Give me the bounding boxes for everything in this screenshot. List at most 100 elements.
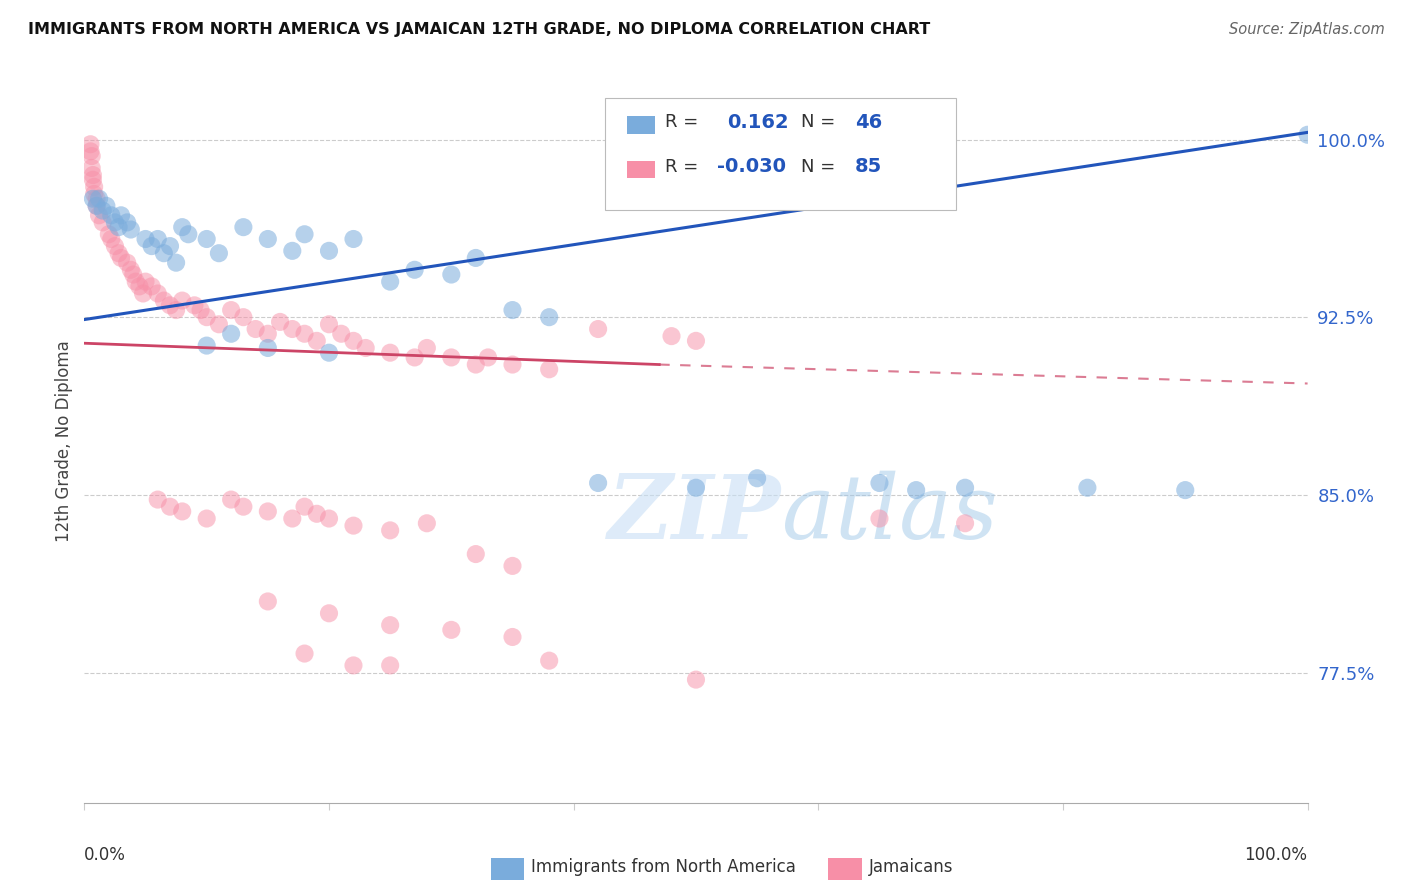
Point [86, 199, 108, 213]
Point [80, 149, 103, 163]
Point [86, 199, 108, 213]
Text: Source: ZipAtlas.com: Source: ZipAtlas.com [1229, 22, 1385, 37]
Point [294, 227, 316, 242]
Text: Jamaicans: Jamaicans [869, 858, 953, 876]
Point [318, 511, 340, 525]
Point [120, 222, 142, 236]
Point [281, 244, 304, 258]
Point [257, 341, 280, 355]
Point [177, 227, 200, 242]
Point [135, 232, 157, 246]
Text: -0.030: -0.030 [717, 157, 786, 177]
Point [146, 232, 169, 246]
Point [502, 630, 524, 644]
Point [685, 481, 707, 495]
Point [318, 244, 340, 258]
Point [416, 516, 439, 531]
Text: 46: 46 [855, 112, 882, 132]
Point [100, 208, 122, 222]
Point [502, 558, 524, 573]
Point [502, 303, 524, 318]
Point [153, 246, 176, 260]
Point [96, 199, 118, 213]
Text: R =: R = [665, 113, 699, 131]
Point [330, 326, 353, 341]
Point [122, 268, 145, 282]
Point [404, 262, 426, 277]
Point [80, 161, 103, 175]
Point [208, 318, 231, 332]
Y-axis label: 12th Grade, No Diploma: 12th Grade, No Diploma [55, 341, 73, 542]
Point [195, 310, 218, 325]
Point [110, 251, 132, 265]
Point [477, 351, 499, 365]
Point [153, 293, 176, 308]
Point [87, 208, 110, 222]
Point [146, 492, 169, 507]
Text: 85: 85 [855, 157, 882, 177]
Point [107, 246, 129, 260]
Point [1174, 483, 1197, 497]
Point [294, 647, 316, 661]
Point [380, 618, 402, 632]
Text: ZIP: ZIP [609, 471, 782, 557]
Point [685, 673, 707, 687]
Point [83, 180, 105, 194]
Point [159, 239, 181, 253]
Point [165, 255, 187, 269]
Point [232, 220, 254, 235]
Point [135, 275, 157, 289]
Point [91, 203, 114, 218]
Point [294, 500, 316, 514]
Point [586, 322, 609, 336]
Point [318, 318, 340, 332]
Point [87, 192, 110, 206]
Point [91, 215, 114, 229]
Text: IMMIGRANTS FROM NORTH AMERICA VS JAMAICAN 12TH GRADE, NO DIPLOMA CORRELATION CHA: IMMIGRANTS FROM NORTH AMERICA VS JAMAICA… [28, 22, 931, 37]
Point [538, 654, 561, 668]
Point [195, 232, 218, 246]
Point [183, 298, 205, 312]
Point [104, 215, 127, 229]
Point [953, 516, 976, 531]
Point [953, 481, 976, 495]
Point [232, 500, 254, 514]
Point [342, 232, 364, 246]
Point [128, 279, 150, 293]
Point [219, 303, 242, 318]
Point [661, 329, 683, 343]
Point [440, 623, 463, 637]
Point [354, 341, 377, 355]
Point [1076, 481, 1098, 495]
Point [97, 227, 120, 242]
Point [404, 351, 426, 365]
Point [104, 239, 127, 253]
Point [79, 137, 101, 152]
Point [538, 310, 561, 325]
Point [464, 547, 486, 561]
Point [257, 504, 280, 518]
Point [538, 362, 561, 376]
Point [869, 475, 891, 490]
Point [82, 168, 104, 182]
Point [232, 310, 254, 325]
Point [159, 500, 181, 514]
Text: Immigrants from North America: Immigrants from North America [531, 858, 796, 876]
Point [869, 511, 891, 525]
Point [380, 275, 402, 289]
Text: 100.0%: 100.0% [1244, 847, 1308, 864]
Point [86, 192, 108, 206]
Point [141, 239, 163, 253]
Point [79, 145, 101, 159]
Point [245, 322, 267, 336]
Text: atlas: atlas [782, 470, 997, 558]
Point [257, 232, 280, 246]
Point [416, 341, 439, 355]
Point [100, 232, 122, 246]
Point [141, 279, 163, 293]
Point [257, 594, 280, 608]
Point [342, 658, 364, 673]
Point [172, 504, 194, 518]
Point [159, 298, 181, 312]
Point [146, 286, 169, 301]
